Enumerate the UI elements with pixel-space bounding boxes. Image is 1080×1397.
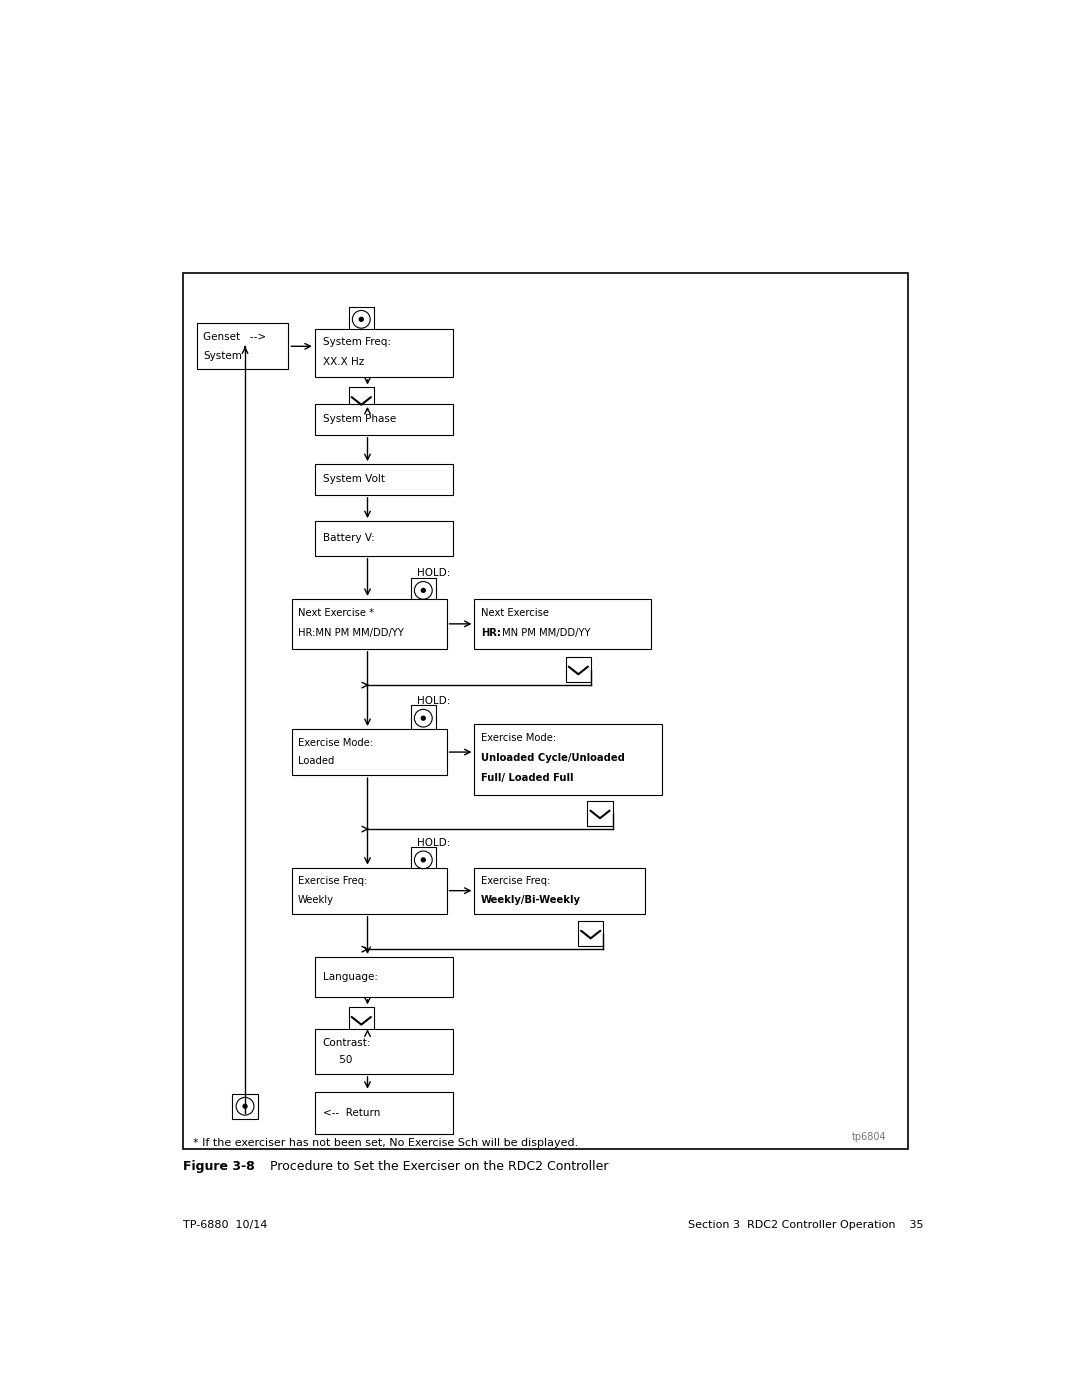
Text: Contrast:: Contrast: [323,1038,372,1048]
Text: Weekly: Weekly [298,895,334,905]
Bar [314,1091,453,1134]
Text: 50: 50 [323,1055,352,1065]
Text: System: System [203,351,242,360]
Text: TP-6880  10/14: TP-6880 10/14 [183,1220,268,1231]
Bar [292,729,446,775]
Bar [314,464,453,495]
Text: Genset   -->: Genset --> [203,332,267,342]
Bar [588,800,612,827]
Text: System Freq:: System Freq: [323,338,391,348]
Text: HOLD:: HOLD: [417,838,450,848]
Bar [314,1030,453,1074]
Text: Exercise Freq:: Exercise Freq: [298,876,367,887]
Text: Full/ Loaded Full: Full/ Loaded Full [481,774,573,784]
Circle shape [360,317,363,321]
Bar [474,599,651,648]
Text: Figure 3-8: Figure 3-8 [183,1160,255,1173]
Bar [349,306,374,332]
Bar [410,578,436,604]
Bar [410,847,436,873]
Text: HR:: HR: [481,627,501,637]
Text: System Volt: System Volt [323,475,384,485]
Text: Language:: Language: [323,972,378,982]
Text: Procedure to Set the Exerciser on the RDC2 Controller: Procedure to Set the Exerciser on the RD… [255,1160,609,1173]
Text: HOLD:: HOLD: [417,696,450,707]
Bar [314,521,453,556]
Bar [232,1094,258,1119]
Bar [578,921,604,947]
Text: XX.X Hz: XX.X Hz [323,356,364,366]
Bar [197,323,288,369]
Bar [349,1007,374,1032]
Bar [314,330,453,377]
Circle shape [421,858,426,862]
Text: Next Exercise *: Next Exercise * [298,608,374,617]
Circle shape [421,717,426,719]
Text: Exercise Mode:: Exercise Mode: [298,738,373,747]
Text: System Phase: System Phase [323,415,395,425]
Text: Unloaded Cycle/Unloaded: Unloaded Cycle/Unloaded [481,753,624,763]
Text: Battery V:: Battery V: [323,534,375,543]
Bar [349,387,374,414]
Circle shape [243,1104,247,1108]
Text: Loaded: Loaded [298,756,334,767]
Text: Exercise Mode:: Exercise Mode: [481,733,556,743]
Text: HR:MN PM MM/DD/YY: HR:MN PM MM/DD/YY [298,627,404,637]
Bar [566,657,591,682]
Text: tp6804: tp6804 [852,1132,887,1143]
Bar [292,868,446,914]
Text: HOLD:: HOLD: [417,569,450,578]
Text: <--  Return: <-- Return [323,1108,380,1118]
Text: MN PM MM/DD/YY: MN PM MM/DD/YY [501,627,590,637]
Bar [292,599,446,648]
Text: Weekly/Bi-Weekly: Weekly/Bi-Weekly [481,895,581,905]
Bar [474,868,645,914]
Bar [314,957,453,997]
Bar [410,705,436,731]
Circle shape [421,588,426,592]
Bar [474,725,662,795]
Text: Section 3  RDC2 Controller Operation    35: Section 3 RDC2 Controller Operation 35 [688,1220,924,1231]
Text: * If the exerciser has not been set, No Exercise Sch will be displayed.: * If the exerciser has not been set, No … [193,1139,579,1148]
Bar [183,274,907,1150]
Text: Exercise Freq:: Exercise Freq: [481,876,550,887]
Text: Next Exercise: Next Exercise [481,608,549,617]
Bar [314,404,453,434]
